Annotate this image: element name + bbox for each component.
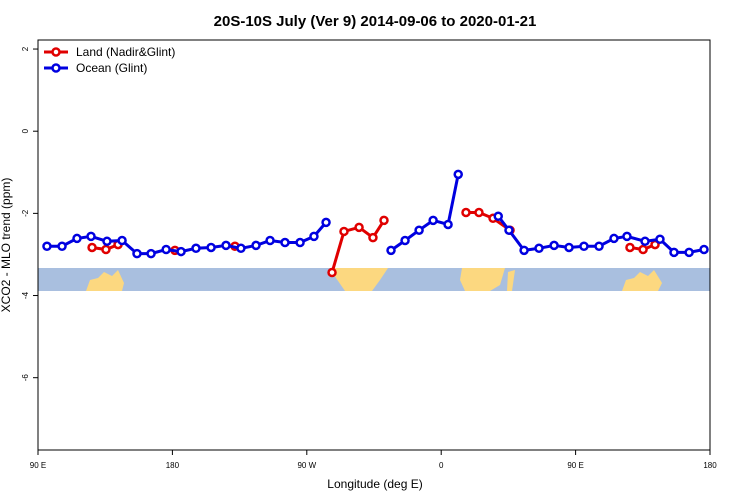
point: [309, 231, 319, 242]
y-tick-label: -6: [21, 374, 30, 382]
point: [379, 215, 389, 226]
legend-label: Land (Nadir&Glint): [76, 45, 175, 59]
point: [176, 246, 186, 257]
legend-marker: [51, 63, 61, 73]
point: [400, 235, 410, 246]
series-line: [91, 211, 656, 273]
point: [72, 233, 82, 244]
point: [132, 248, 142, 259]
map-strip: [38, 268, 710, 291]
point: [564, 242, 574, 253]
point: [625, 242, 635, 253]
point: [638, 244, 648, 255]
point: [280, 237, 290, 248]
point: [609, 233, 619, 244]
point: [191, 243, 201, 254]
point: [504, 225, 514, 235]
point: [594, 241, 604, 251]
point: [87, 242, 97, 253]
x-tick-label: 0: [439, 461, 444, 470]
point: [386, 245, 396, 256]
point: [640, 236, 650, 247]
point: [101, 244, 111, 255]
point: [428, 215, 438, 226]
point: [295, 237, 305, 248]
point: [474, 207, 484, 218]
point: [622, 231, 632, 242]
point: [519, 245, 529, 256]
point: [493, 211, 503, 221]
point: [42, 241, 52, 251]
point: [206, 242, 216, 253]
point: [579, 241, 589, 251]
point: [57, 241, 67, 251]
x-tick-label: 90 W: [297, 461, 316, 470]
point: [669, 247, 679, 258]
point: [321, 217, 331, 228]
point: [699, 244, 709, 255]
y-tick-label: -4: [21, 291, 30, 299]
y-tick-label: 2: [21, 46, 30, 51]
point: [339, 226, 349, 237]
series-line: [46, 174, 705, 256]
y-axis-label: XCO2 - MLO trend (ppm): [0, 178, 13, 313]
legend-label: Ocean (Glint): [76, 61, 147, 75]
point: [684, 247, 694, 258]
point: [368, 232, 378, 243]
point: [117, 235, 127, 246]
x-axis-label: Longitude (deg E): [327, 477, 422, 491]
point: [86, 231, 96, 242]
plot-frame: [37, 39, 711, 451]
chart-title: 20S-10S July (Ver 9) 2014-09-06 to 2020-…: [214, 13, 537, 30]
point: [414, 225, 424, 235]
point: [221, 240, 231, 251]
legend-marker: [51, 47, 61, 57]
point: [251, 240, 261, 251]
x-tick-label: 90 E: [567, 461, 583, 470]
point: [461, 207, 471, 218]
point: [236, 243, 246, 254]
point: [534, 243, 544, 254]
y-tick-label: -2: [21, 209, 30, 217]
point: [453, 169, 463, 180]
point: [327, 267, 337, 278]
point: [102, 236, 112, 247]
point: [146, 248, 156, 259]
point: [265, 235, 275, 246]
x-tick-label: 180: [703, 461, 717, 470]
point: [161, 244, 171, 255]
x-tick-label: 180: [166, 461, 180, 470]
point: [549, 240, 559, 251]
point: [655, 234, 665, 244]
x-tick-label: 90 E: [30, 461, 46, 470]
point: [354, 222, 364, 233]
point: [443, 219, 453, 230]
y-tick-label: 0: [21, 128, 30, 133]
